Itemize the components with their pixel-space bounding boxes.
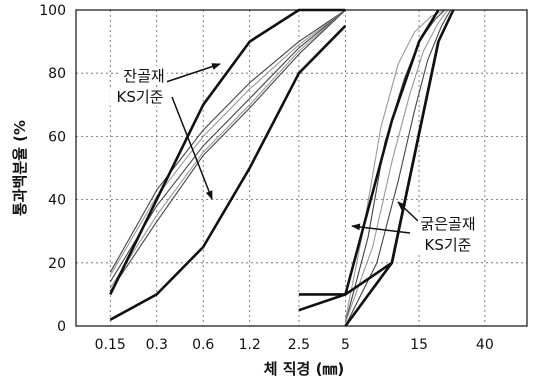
x-tick-label: 40	[476, 337, 494, 353]
measured-gradation-line	[109, 9, 346, 283]
fine-aggregate-annotation-bg	[110, 87, 170, 106]
y-axis-label: 통과백분율 (%	[11, 120, 29, 216]
y-tick-label: 0	[57, 319, 66, 335]
ks-standard-line	[344, 9, 455, 327]
coarse-aggregate-annotation-text: KS기준	[425, 236, 472, 254]
x-tick-label: 0.3	[146, 337, 168, 353]
y-tick-label: 40	[48, 193, 66, 209]
x-tick-label: 2.5	[288, 337, 310, 353]
measured-gradation-line	[109, 9, 346, 292]
fine-annotation-arrow-upper	[162, 63, 221, 84]
measured-gradation-line	[109, 9, 346, 273]
x-tick-label: 0.15	[95, 337, 126, 353]
measured-gradation-line	[344, 9, 452, 327]
coarse-aggregate-annotation-bg	[418, 235, 478, 254]
fine-aggregate-annotation-bg	[121, 66, 167, 85]
y-tick-label: 100	[39, 3, 66, 19]
measured-gradation-line	[344, 9, 446, 323]
measured-gradation-line	[344, 9, 449, 323]
coarse-annotation-arrow-left	[351, 223, 411, 234]
fine-aggregate-annotation-text: KS기준	[117, 88, 164, 106]
tick-labels: 0.15 0.3 0.6 1.2 2.5 5 15 40 0 20 40 60 80 100	[39, 3, 493, 353]
x-tick-label: 1.2	[239, 337, 261, 353]
ks-standard-line	[109, 8, 346, 295]
x-axis-label: 체 직경 (㎜)	[264, 360, 345, 378]
measured-gradation-line	[109, 9, 346, 289]
ks-standard-line	[298, 9, 440, 296]
coarse-annotation-arrow-upper	[397, 201, 419, 222]
fine-annotation-arrow-lower	[171, 96, 213, 200]
coarse-aggregate-annotation-bg	[418, 214, 478, 233]
y-tick-label: 80	[48, 66, 66, 82]
coarse-aggregate-annotation-text: 굵은골재	[420, 215, 475, 233]
measured-gradation-line	[109, 9, 346, 276]
fine-aggregate-annotation-text: 잔골재	[123, 67, 164, 85]
ks-standard-line	[298, 41, 440, 312]
plot-frame	[75, 9, 528, 327]
series-lines	[109, 8, 455, 327]
x-tick-label: 15	[410, 337, 428, 353]
measured-gradation-line	[344, 9, 446, 320]
x-tick-label: 5	[341, 337, 350, 353]
ks-standard-line	[109, 24, 347, 321]
x-tick-label: 0.6	[192, 337, 214, 353]
grid-lines	[76, 10, 527, 326]
y-tick-label: 60	[48, 129, 66, 145]
y-tick-label: 20	[48, 256, 66, 272]
